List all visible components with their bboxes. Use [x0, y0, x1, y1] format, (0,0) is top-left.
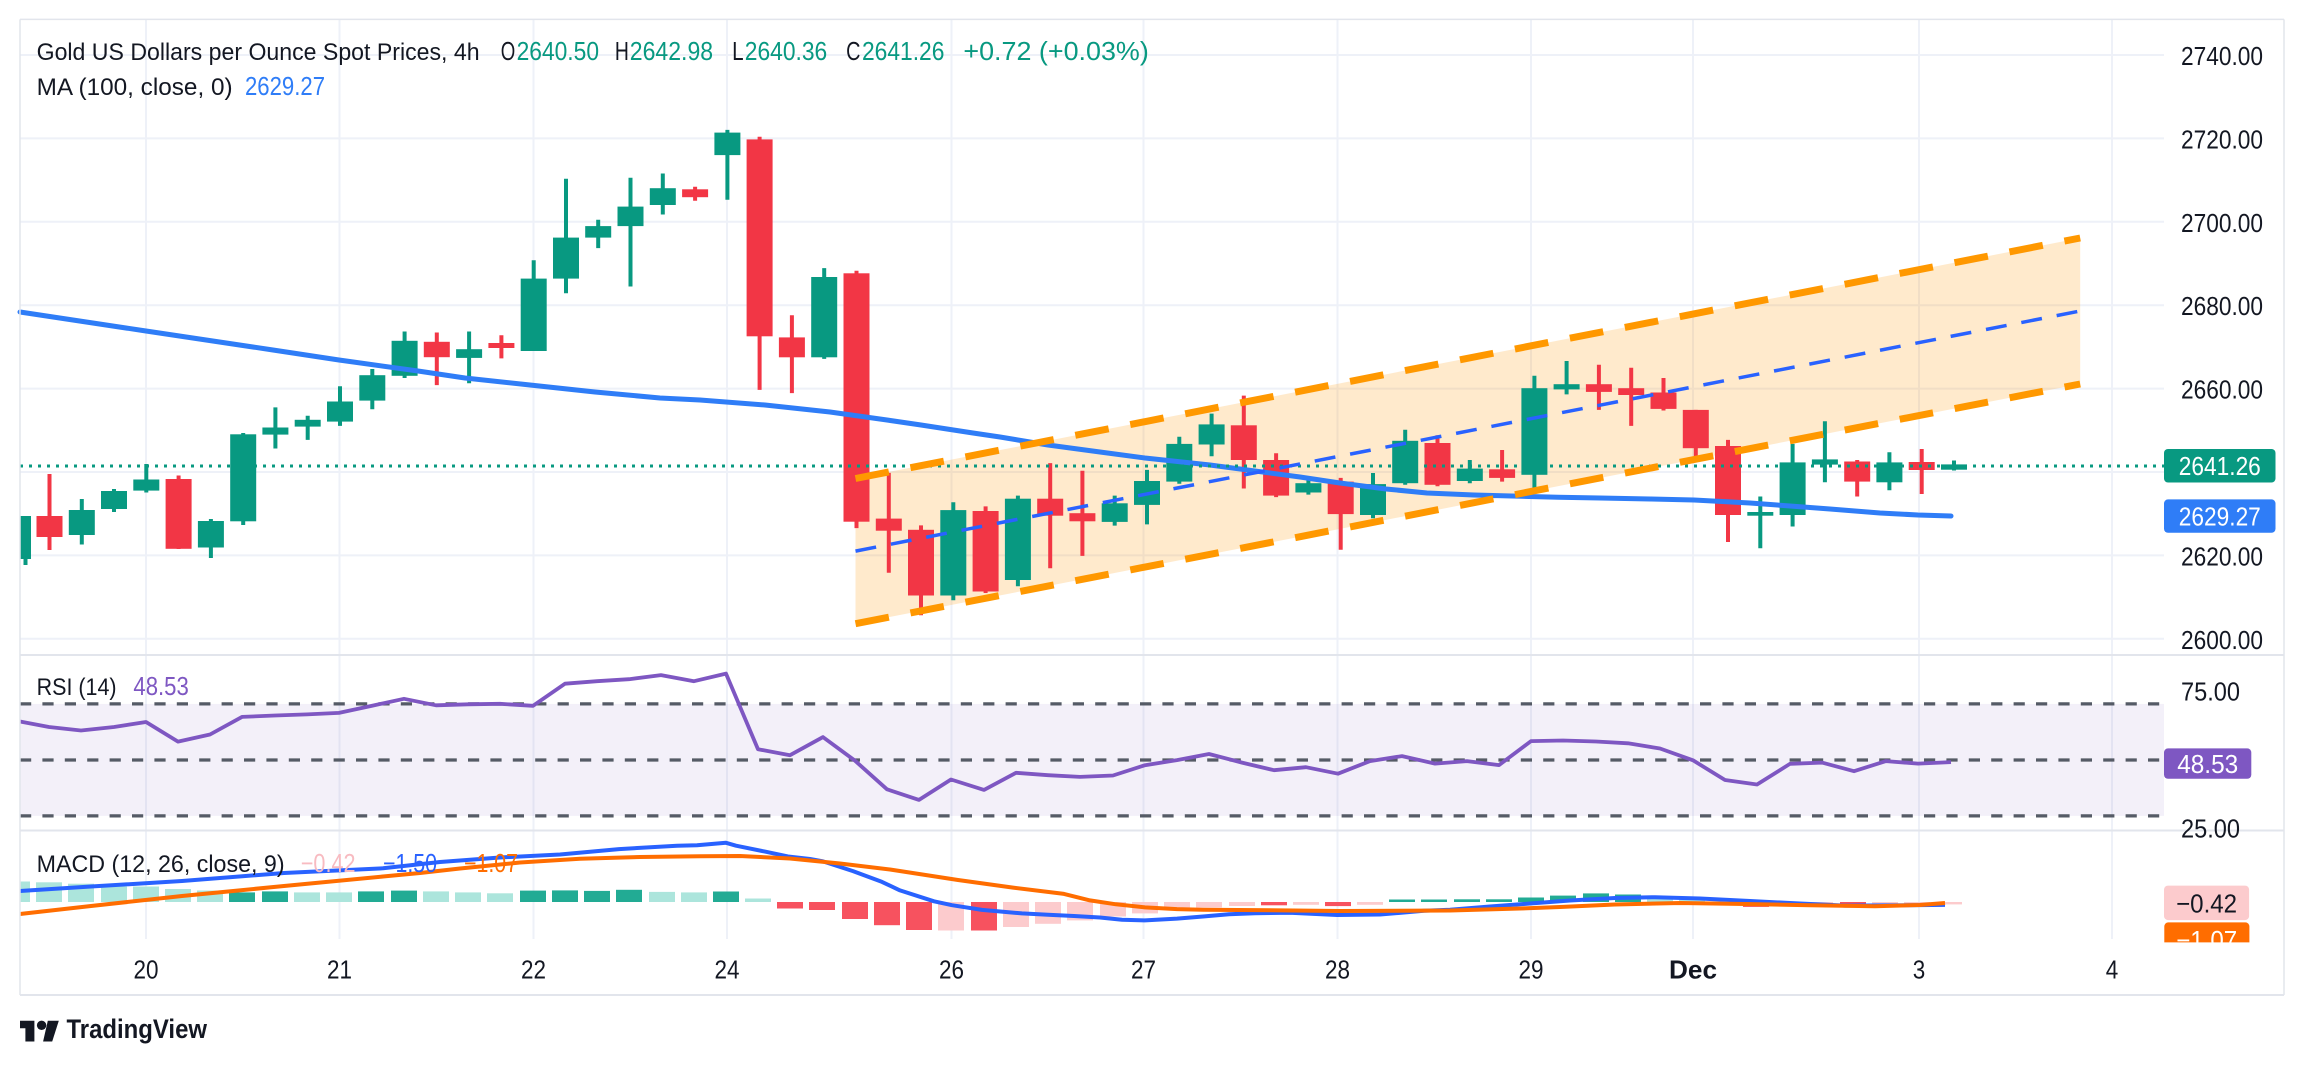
svg-text:26: 26 — [939, 955, 964, 985]
svg-text:2629.27: 2629.27 — [245, 71, 325, 101]
svg-text:2720.00: 2720.00 — [2181, 124, 2263, 154]
svg-text:20: 20 — [134, 955, 159, 985]
svg-text:2700.00: 2700.00 — [2181, 208, 2263, 238]
svg-text:28: 28 — [1325, 955, 1350, 985]
svg-text:3: 3 — [1913, 955, 1926, 985]
svg-text:MACD (12, 26, close, 9): MACD (12, 26, close, 9) — [37, 851, 285, 878]
svg-text:2641.26: 2641.26 — [862, 36, 944, 66]
svg-text:2642.98: 2642.98 — [630, 36, 713, 66]
svg-text:2641.26: 2641.26 — [2179, 451, 2261, 481]
svg-text:2680.00: 2680.00 — [2181, 291, 2263, 321]
svg-text:27: 27 — [1131, 955, 1156, 985]
svg-text:48.53: 48.53 — [2177, 749, 2238, 779]
svg-text:75.00: 75.00 — [2181, 677, 2240, 707]
svg-text:−1.50: −1.50 — [383, 848, 437, 878]
svg-text:H: H — [615, 36, 629, 66]
svg-text:Dec: Dec — [1669, 955, 1717, 985]
svg-text:2740.00: 2740.00 — [2181, 41, 2263, 71]
svg-text:−0.42: −0.42 — [2176, 888, 2237, 918]
svg-text:2660.00: 2660.00 — [2181, 375, 2263, 405]
svg-text:MA (100, close, 0): MA (100, close, 0) — [37, 74, 233, 101]
svg-text:24: 24 — [715, 955, 740, 985]
svg-text:−0.42: −0.42 — [301, 848, 356, 878]
svg-text:−1.07: −1.07 — [464, 848, 518, 878]
svg-text:2620.00: 2620.00 — [2181, 541, 2263, 571]
svg-text:2629.27: 2629.27 — [2179, 502, 2261, 532]
svg-text:2600.00: 2600.00 — [2181, 625, 2263, 655]
svg-text:21: 21 — [327, 955, 352, 985]
svg-text:48.53: 48.53 — [133, 671, 188, 701]
svg-text:L: L — [732, 36, 744, 66]
svg-text:4: 4 — [2106, 955, 2119, 985]
svg-text:+0.72 (+0.03%): +0.72 (+0.03%) — [963, 36, 1148, 66]
svg-text:O: O — [501, 36, 516, 66]
svg-text:Gold US Dollars per Ounce Spot: Gold US Dollars per Ounce Spot Prices, 4… — [37, 39, 480, 66]
svg-text:C: C — [846, 36, 860, 66]
svg-text:RSI (14): RSI (14) — [37, 674, 117, 701]
svg-text:22: 22 — [521, 955, 546, 985]
svg-text:2640.50: 2640.50 — [517, 36, 599, 66]
svg-text:29: 29 — [1519, 955, 1544, 985]
svg-text:25.00: 25.00 — [2181, 814, 2240, 844]
svg-text:2640.36: 2640.36 — [745, 36, 827, 66]
svg-text:TradingView: TradingView — [67, 1014, 208, 1044]
svg-text:−1.07: −1.07 — [2176, 925, 2237, 955]
